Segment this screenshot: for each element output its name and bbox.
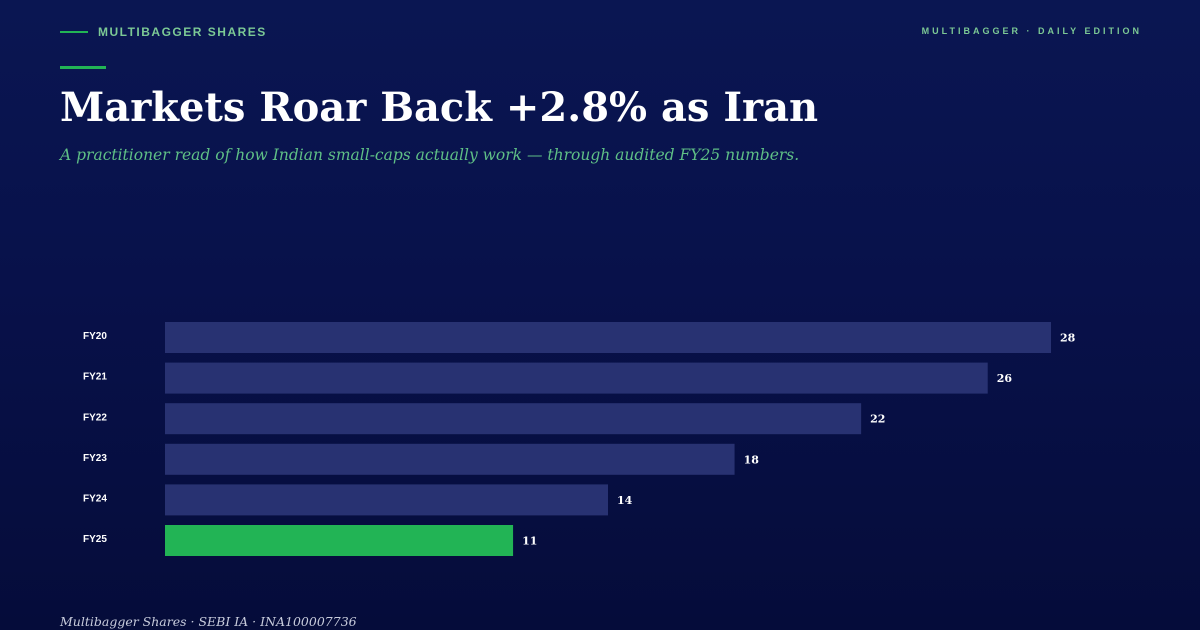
kicker-rule	[60, 31, 88, 33]
edition-label: MULTIBAGGER · DAILY EDITION	[921, 26, 1142, 36]
category-label: FY21	[83, 372, 107, 383]
accent-rule	[60, 66, 106, 69]
value-label: 26	[997, 372, 1013, 385]
footer-credit: Multibagger Shares · SEBI IA · INA100007…	[60, 614, 357, 629]
bar	[165, 322, 1051, 353]
kicker-text: MULTIBAGGER SHARES	[98, 25, 267, 39]
subtitle: A practitioner read of how Indian small-…	[60, 146, 800, 164]
bar	[165, 443, 735, 475]
kicker: MULTIBAGGER SHARES	[60, 25, 267, 39]
bar	[165, 403, 862, 435]
bar	[165, 484, 608, 516]
value-label: 11	[522, 535, 537, 548]
category-label: FY24	[83, 494, 107, 505]
value-label: 14	[617, 494, 633, 507]
value-label: 22	[870, 413, 885, 426]
category-label: FY25	[83, 534, 107, 545]
highlight-bar	[165, 525, 514, 556]
value-label: 28	[1060, 332, 1076, 345]
headline: Markets Roar Back +2.8% as Iran	[60, 84, 819, 131]
value-label: 18	[744, 453, 760, 466]
category-label: FY22	[83, 412, 107, 423]
category-label: FY23	[83, 453, 107, 464]
category-label: FY20	[83, 331, 107, 342]
bar	[165, 362, 988, 394]
